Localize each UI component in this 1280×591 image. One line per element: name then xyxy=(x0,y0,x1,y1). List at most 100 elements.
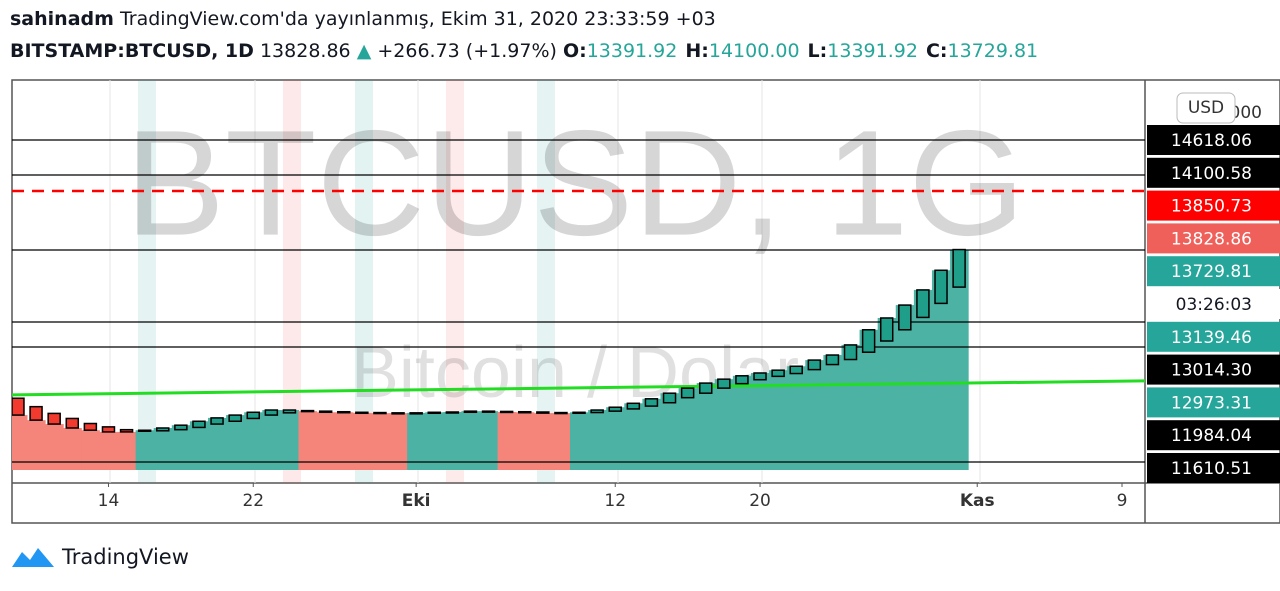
ohlc: O:13391.92 H:14100.00 L:13391.92 C:13729.81 xyxy=(563,40,1046,62)
candle-body xyxy=(662,392,677,404)
candle-body xyxy=(644,398,659,407)
candle-body xyxy=(517,410,532,414)
x-tick-label: Kas xyxy=(960,491,995,511)
candle-body xyxy=(680,387,695,399)
candle-body xyxy=(427,411,442,415)
user: sahinadm xyxy=(10,8,114,30)
band xyxy=(283,80,301,483)
area-segment xyxy=(678,388,698,470)
area-segment xyxy=(370,413,390,470)
ohlc-label: H: xyxy=(685,40,709,62)
candle-body xyxy=(463,410,478,414)
price-label: 03:26:03 xyxy=(1176,295,1252,315)
price-label-box xyxy=(1147,453,1280,483)
candle-body xyxy=(445,411,460,414)
candle-body xyxy=(481,410,496,413)
candle-body xyxy=(300,409,315,413)
candle-body xyxy=(898,304,912,331)
area-segment xyxy=(551,413,571,470)
area-segment xyxy=(461,411,480,470)
candle-body xyxy=(373,411,387,415)
plot xyxy=(12,139,1145,470)
band xyxy=(537,80,555,483)
price-label-box xyxy=(1147,190,1280,221)
price-label-box xyxy=(1147,420,1280,451)
area-segment xyxy=(352,412,372,470)
ohlc-value: 14100.00 xyxy=(708,40,800,62)
price-label-box xyxy=(1147,289,1280,319)
area-segment xyxy=(153,427,173,470)
time-axis: 14 22 Eki 12 20 Kas 9 xyxy=(98,483,1127,511)
candle-body xyxy=(879,317,894,342)
area-segment xyxy=(27,420,46,470)
x-tick-label: Eki xyxy=(402,491,431,511)
area-segment xyxy=(533,413,553,470)
area-segment xyxy=(823,355,842,470)
price-label: 11610.51 xyxy=(1171,459,1252,479)
currency: USD xyxy=(1188,98,1224,118)
currency-button[interactable] xyxy=(1176,92,1236,124)
candle-body xyxy=(717,378,731,389)
area-segment xyxy=(280,410,300,470)
bands xyxy=(138,80,555,483)
brand: TradingView xyxy=(61,545,189,569)
area-segment xyxy=(714,379,734,470)
area-segment xyxy=(407,412,426,470)
area-segment xyxy=(696,383,716,470)
area-segment xyxy=(569,412,589,470)
price-label-box xyxy=(1147,354,1280,385)
candle-body xyxy=(192,420,206,429)
candle-body xyxy=(771,369,785,378)
area-segment xyxy=(769,370,788,470)
change: +266.73 (+1.97%) xyxy=(377,40,557,62)
x-tick-label: 20 xyxy=(749,491,771,511)
candle-body xyxy=(174,424,188,431)
area-segment xyxy=(877,317,897,470)
trend-line xyxy=(12,379,1145,397)
candle-body xyxy=(499,410,514,414)
area-segment xyxy=(805,360,824,470)
area-segment xyxy=(443,411,462,470)
ohlc-label: C: xyxy=(925,40,948,62)
candle-body xyxy=(47,412,61,425)
logo-icon xyxy=(12,548,54,567)
area-segment xyxy=(606,407,625,470)
candle-body xyxy=(590,409,604,414)
up-arrow: ▲ xyxy=(356,40,372,62)
area-segment xyxy=(732,375,752,470)
band xyxy=(355,80,373,483)
area-segment xyxy=(316,412,336,470)
logo: TradingView xyxy=(12,545,189,569)
candle-body xyxy=(735,375,749,385)
ohlc-value: 13729.81 xyxy=(947,40,1039,62)
candle-body xyxy=(318,410,333,414)
header-line-1: sahinadm TradingView.com'da yayınlanmış,… xyxy=(10,8,716,30)
ohlc-label: O: xyxy=(562,40,587,62)
price-label: 13729.81 xyxy=(1171,262,1252,282)
candle-body xyxy=(337,410,351,414)
candle-body xyxy=(608,406,622,412)
area-segment xyxy=(117,431,137,470)
candle-body xyxy=(101,426,116,433)
band xyxy=(446,80,464,483)
candle-body xyxy=(536,411,550,414)
candle-body xyxy=(916,289,930,319)
candle-body xyxy=(789,365,803,375)
area-segment xyxy=(244,412,263,470)
price-label-box xyxy=(1147,125,1280,155)
price-label-box xyxy=(1147,256,1280,287)
band xyxy=(138,80,156,483)
price-label-box xyxy=(1147,321,1280,352)
price-label: 11984.04 xyxy=(1171,426,1252,446)
area-segment xyxy=(931,270,951,470)
price-label: 13828.86 xyxy=(1171,229,1252,249)
candle-body xyxy=(843,344,858,361)
area-segment xyxy=(189,421,209,470)
candle-body xyxy=(753,372,767,381)
area-segment xyxy=(226,415,245,470)
candle-body xyxy=(246,411,261,420)
watermark: BTCUSD, 1G xyxy=(125,99,1025,267)
area-segment xyxy=(497,411,517,470)
